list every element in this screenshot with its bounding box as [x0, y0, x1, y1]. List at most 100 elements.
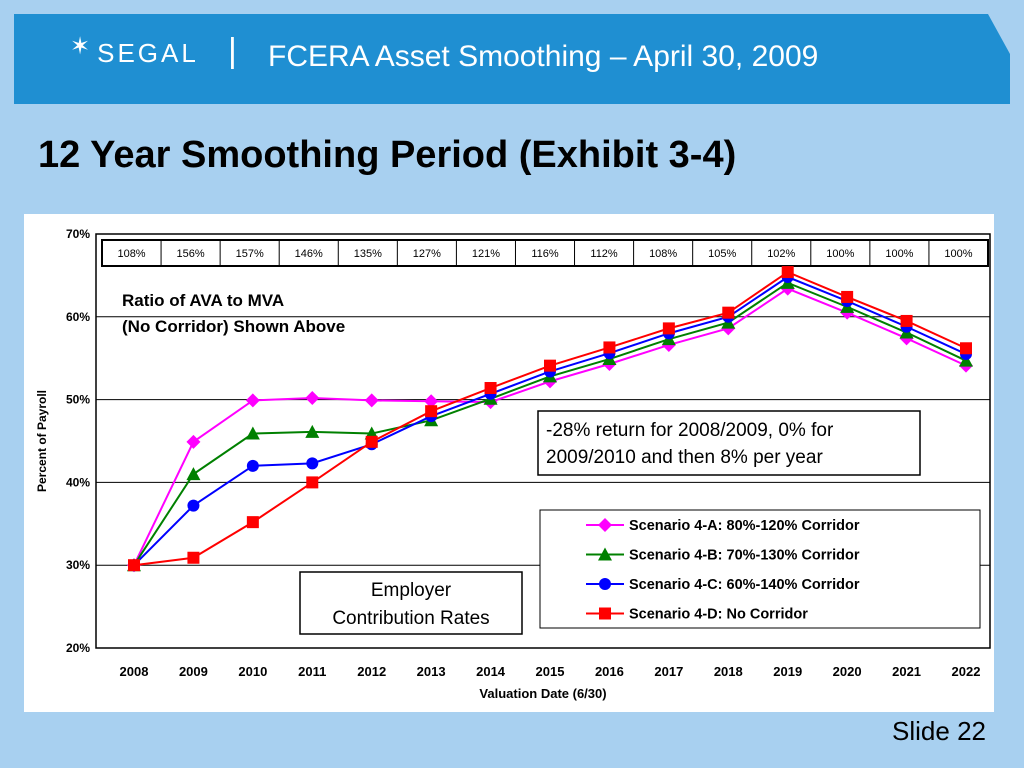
data-point [900, 314, 913, 327]
segal-logo: ✶ SEGAL [70, 33, 199, 69]
data-point [425, 405, 438, 418]
line-chart: 20% 30% 40% 50% 60% 70% 2008 2009 2010 2011 2012 20… [35, 227, 991, 701]
data-point [781, 266, 794, 279]
y-tick-label: 20% [66, 641, 90, 655]
data-point [306, 457, 319, 470]
ratio-cell: 100% [944, 248, 972, 260]
employer-note-line1: Employer [371, 580, 452, 601]
x-tick-label: 2008 [120, 664, 149, 679]
header-corner-notch [988, 14, 1010, 54]
x-tick-label: 2018 [714, 664, 743, 679]
x-tick-label: 2010 [238, 664, 267, 679]
legend-label: Scenario 4-D: No Corridor [629, 607, 808, 623]
data-point [246, 459, 259, 472]
ratio-cell: 156% [177, 248, 205, 260]
data-point [365, 435, 378, 448]
x-tick-label: 2019 [773, 664, 802, 679]
data-point [246, 516, 259, 529]
data-point [187, 551, 200, 564]
ratio-cell: 135% [354, 248, 382, 260]
ratio-cell: 108% [649, 248, 677, 260]
legend-item: Scenario 4-D: No Corridor [586, 607, 808, 623]
y-tick-label: 60% [66, 310, 90, 324]
data-point [305, 424, 320, 438]
employer-note-box [299, 571, 523, 635]
x-tick-label: 2021 [892, 664, 921, 679]
legend-box [539, 509, 981, 629]
x-tick-label: 2009 [179, 664, 208, 679]
y-axis-title: Percent of Payroll [35, 390, 49, 492]
x-tick-label: 2020 [833, 664, 862, 679]
data-point [841, 290, 854, 303]
data-point [424, 394, 439, 409]
logo-text: SEGAL [97, 38, 199, 68]
logo-separator: | [228, 32, 237, 70]
y-tick-label: 50% [66, 393, 90, 407]
x-tick-label: 2022 [952, 664, 981, 679]
legend-label: Scenario 4-A: 80%-120% Corridor [629, 518, 860, 534]
data-point [722, 306, 735, 319]
return-note-line2: 2009/2010 and then 8% per year [546, 447, 823, 468]
star-icon: ✶ [70, 33, 94, 60]
data-point [364, 393, 379, 408]
y-tick-label: 40% [66, 475, 90, 489]
x-tick-label: 2011 [298, 664, 326, 679]
ratio-cell: 102% [767, 248, 795, 260]
x-tick-label: 2015 [536, 664, 565, 679]
ratio-cell: 116% [531, 248, 559, 260]
legend-item: Scenario 4-C: 60%-140% Corridor [586, 577, 860, 593]
series-d [128, 266, 972, 572]
x-tick-label: 2016 [595, 664, 624, 679]
header-title: FCERA Asset Smoothing – April 30, 2009 [268, 40, 819, 73]
data-point [959, 353, 973, 367]
legend-label: Scenario 4-B: 70%-130% Corridor [629, 548, 860, 564]
title-panel [14, 118, 1010, 204]
ratio-cell: 100% [885, 248, 913, 260]
legend-label: Scenario 4-C: 60%-140% Corridor [629, 577, 860, 593]
x-axis-title: Valuation Date (6/30) [479, 686, 606, 701]
ratio-table-frame [101, 239, 989, 267]
x-tick-label: 2013 [417, 664, 446, 679]
data-point [662, 322, 675, 335]
legend-item: Scenario 4-A: 80%-120% Corridor [586, 518, 860, 534]
legend-item: Scenario 4-B: 70%-130% Corridor [586, 547, 860, 564]
ratio-cell: 127% [413, 248, 441, 260]
legend-marker [598, 518, 612, 532]
data-point [186, 467, 201, 481]
y-tick-label: 70% [66, 227, 90, 241]
ratio-note-line1: Ratio of AVA to MVA [122, 291, 284, 310]
header-bar [14, 14, 1010, 104]
x-tick-label: 2014 [476, 664, 506, 679]
ratio-cell: 157% [236, 248, 264, 260]
page-title: 12 Year Smoothing Period (Exhibit 3-4) [38, 134, 737, 176]
data-point [544, 359, 556, 372]
data-point [245, 393, 260, 408]
data-point [245, 426, 260, 440]
data-point [187, 499, 200, 512]
ratio-cell: 112% [590, 248, 618, 260]
ratio-cell: 100% [826, 248, 854, 260]
data-point [960, 342, 972, 355]
ratio-cell: 108% [117, 248, 145, 260]
data-point [305, 390, 320, 405]
ratio-cell: 146% [295, 248, 323, 260]
return-note-box [537, 410, 921, 476]
data-point [128, 559, 140, 572]
chart-frame: 20% 30% 40% 50% 60% 70% 2008 2009 2010 2011 2012 20… [24, 214, 994, 712]
ratio-cell: 105% [708, 248, 736, 260]
data-point [603, 341, 616, 354]
legend-marker [599, 578, 611, 590]
data-point [484, 382, 497, 395]
ratio-cell: 121% [472, 248, 500, 260]
ratio-note-line2: (No Corridor) Shown Above [122, 317, 345, 336]
x-tick-label: 2017 [654, 664, 683, 679]
x-tick-label: 2012 [357, 664, 386, 679]
employer-note-line2: Contribution Rates [332, 608, 489, 629]
slide-number: Slide 22 [892, 716, 986, 746]
return-note-line1: -28% return for 2008/2009, 0% for [546, 420, 834, 441]
data-point [186, 434, 201, 449]
data-point [306, 476, 319, 489]
y-tick-label: 30% [66, 558, 90, 572]
legend-marker [598, 547, 612, 561]
legend-marker [599, 607, 611, 620]
